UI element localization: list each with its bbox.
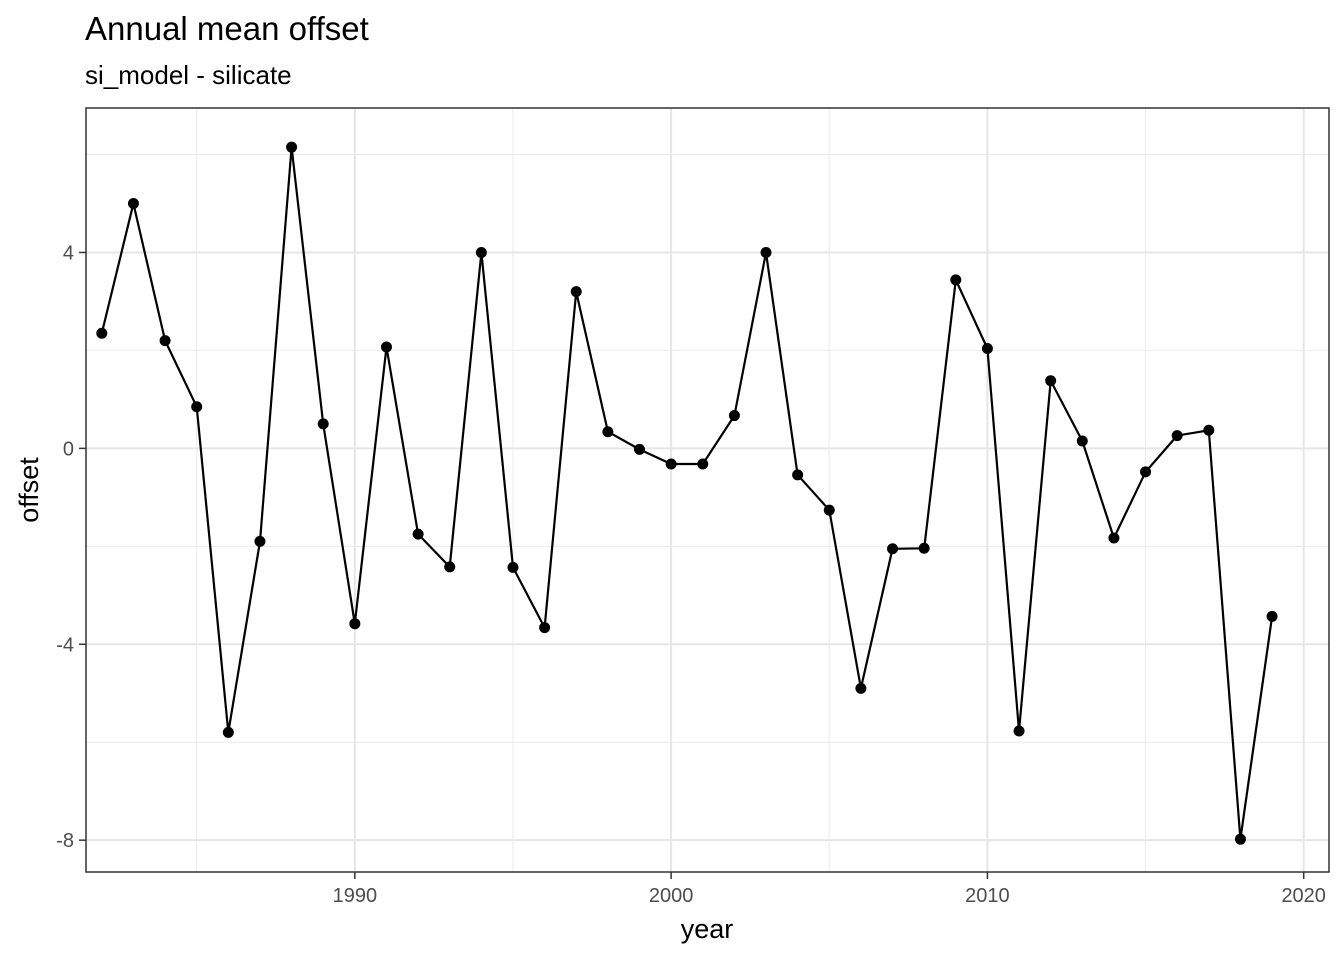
data-point <box>349 618 361 630</box>
plot-border <box>85 107 1330 873</box>
x-axis: 1990 2000 2010 2020 <box>333 872 1326 907</box>
data-point <box>1140 466 1152 478</box>
data-point <box>1203 424 1215 436</box>
data-point <box>792 469 804 481</box>
data-point <box>1234 833 1246 845</box>
data-point <box>1108 532 1120 544</box>
data-point <box>1045 375 1057 387</box>
chart-title: Annual mean offset <box>85 10 369 47</box>
data-point <box>1076 435 1088 447</box>
data-point <box>475 246 487 258</box>
y-tick-label: -8 <box>56 830 74 852</box>
data-point <box>317 418 329 430</box>
x-axis-title: year <box>681 914 734 944</box>
data-point <box>191 401 203 413</box>
y-axis: -8 -4 0 4 <box>56 242 86 852</box>
data-point <box>760 246 772 258</box>
data-point <box>286 141 298 153</box>
data-point <box>697 458 709 470</box>
data-point <box>855 682 867 694</box>
data-point <box>633 443 645 455</box>
major-gridlines <box>86 108 1329 872</box>
data-point <box>981 342 993 354</box>
data-point <box>570 286 582 298</box>
data-point <box>918 542 930 554</box>
series-line <box>100 146 1274 841</box>
data-point <box>444 561 456 573</box>
data-point <box>380 341 392 353</box>
plot-panel <box>86 108 1329 872</box>
data-point <box>539 622 551 634</box>
data-point <box>222 726 234 738</box>
data-point <box>602 426 614 438</box>
data-point <box>665 458 677 470</box>
x-tick-label: 2020 <box>1281 885 1326 907</box>
x-tick-label: 1990 <box>333 885 378 907</box>
data-point <box>1013 725 1025 737</box>
y-axis-title: offset <box>14 457 44 523</box>
minor-gridlines <box>86 108 1329 872</box>
y-tick-label: 4 <box>63 242 74 264</box>
y-tick-label: -4 <box>56 634 74 656</box>
data-point <box>950 274 962 286</box>
x-tick-label: 2000 <box>649 885 694 907</box>
data-point <box>823 504 835 516</box>
data-point <box>1266 610 1278 622</box>
chart-subtitle: si_model - silicate <box>85 60 292 90</box>
data-point <box>254 535 266 547</box>
y-tick-label: 0 <box>63 438 74 460</box>
data-point <box>507 561 519 573</box>
data-point <box>412 528 424 540</box>
data-point <box>127 198 139 209</box>
x-tick-label: 2010 <box>965 885 1010 907</box>
data-point <box>728 410 740 422</box>
data-point <box>1171 430 1183 442</box>
series-offset <box>96 141 1278 845</box>
data-point <box>159 335 171 347</box>
data-point <box>887 543 899 555</box>
data-point <box>96 327 108 339</box>
